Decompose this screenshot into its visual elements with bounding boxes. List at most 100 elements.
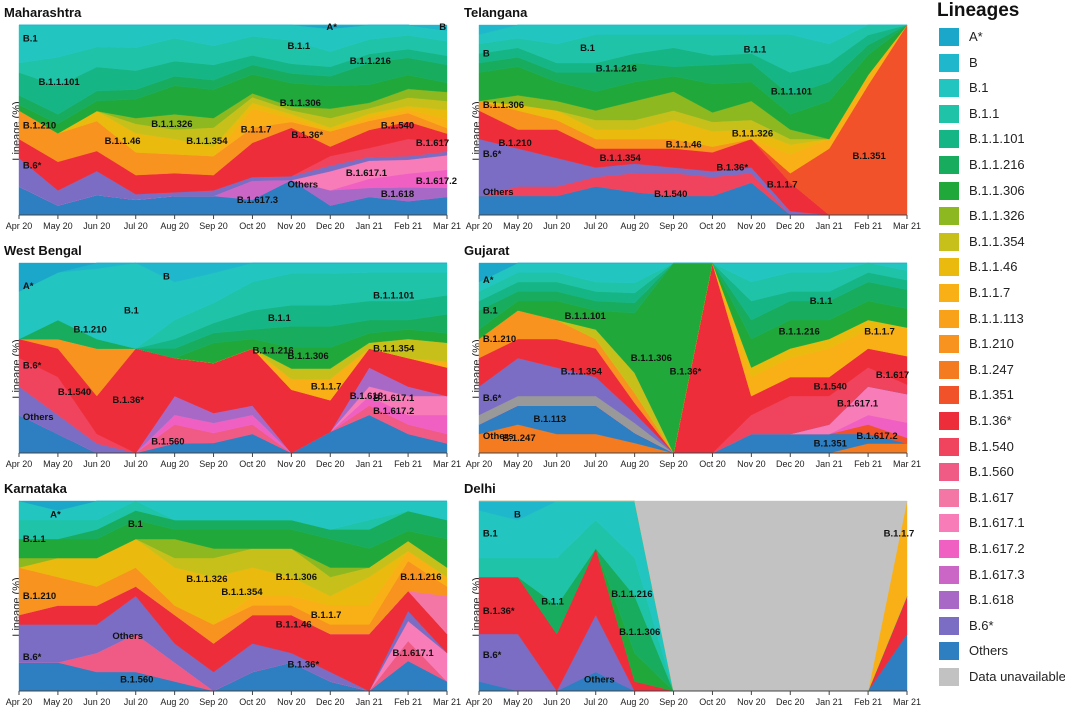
legend-label: B.1.617.3 (969, 566, 1025, 582)
area-label-b-1-540: B.1.540 (654, 189, 687, 200)
legend-label: B.1.618 (969, 592, 1014, 608)
legend-swatch (939, 258, 959, 277)
area-label-b-6-star: B.6* (483, 393, 502, 404)
x-tick-label: Jul 20 (584, 221, 608, 231)
area-label-b-6-star: B.6* (483, 650, 502, 661)
x-tick-label: Mar 21 (893, 221, 921, 231)
x-tick-label: Dec 20 (776, 697, 805, 707)
legend-label: B.1.617.1 (969, 515, 1025, 531)
x-tick-label: Jan 21 (816, 221, 843, 231)
legend-swatch (939, 386, 959, 405)
area-label-others: Others (483, 431, 514, 442)
area-label-b-1-617-2: B.1.617.2 (856, 431, 897, 442)
area-label-b-1-1-216: B.1.1.216 (596, 64, 637, 75)
area-label-b: B (163, 271, 170, 282)
area-label-others: Others (483, 187, 514, 198)
legend-item-data-unavailable: Data unavailable (939, 667, 1065, 687)
x-tick-label: Mar 21 (893, 697, 921, 707)
x-tick-label: Nov 20 (737, 459, 766, 469)
legend-swatch (939, 284, 959, 302)
area-label-b-6-star: B.6* (23, 361, 42, 372)
panel-title: Delhi (464, 481, 496, 496)
legend-item-b-1-1-101: B.1.1.101 (939, 129, 1065, 149)
area-label-b-1-1-354: B.1.1.354 (373, 344, 415, 355)
legend-item-b-1-560: B.1.560 (939, 462, 1065, 482)
panel-delhi: Delhi Lineage (%) Apr 20 May 20 Jun 20 Jul 20… (460, 481, 921, 716)
x-tick-label: Oct 20 (699, 221, 726, 231)
x-tick-label: Sep 20 (199, 697, 228, 707)
x-tick-label: May 20 (503, 697, 533, 707)
area-label-b-1-351: B.1.351 (853, 151, 887, 162)
legend-label: B.1.540 (969, 438, 1014, 454)
area-label-b-1: B.1 (483, 306, 499, 317)
area-label-b-1-1-7: B.1.1.7 (864, 326, 895, 337)
legend-title: Lineages (937, 0, 1020, 21)
legend-item-b-1-617-3: B.1.617.3 (939, 565, 1065, 585)
area-label-b-1-36-star: B.1.36* (287, 659, 319, 670)
area-label-b-1-617-2: B.1.617.2 (373, 406, 414, 417)
area-label-b-1-617-2: B.1.617.2 (416, 176, 457, 187)
legend-swatch (939, 309, 959, 328)
area-label-b-1-540: B.1.540 (814, 382, 847, 393)
x-tick-label: Aug 20 (620, 459, 649, 469)
x-tick-label: Nov 20 (737, 697, 766, 707)
area-label-b-1-1-216: B.1.1.216 (350, 56, 391, 67)
area-label-b: B (514, 509, 521, 520)
x-tick-label: Jul 20 (584, 459, 608, 469)
panel-west-bengal: West Bengal Lineage (%) Apr 20 May 20 Jun 20… (0, 243, 461, 478)
legend: Lineages A* B B.1 B.1.1 B.1.1.101 B.1.1.216 B.… (935, 0, 1065, 708)
legend-item-b: B (939, 53, 1065, 73)
area-label-b-1-617: B.1.617 (876, 370, 909, 381)
area-label-others: Others (287, 180, 318, 191)
area-label-b-1-1: B.1.1 (287, 41, 310, 52)
x-tick-label: Jun 20 (543, 697, 570, 707)
area-label-b-1-1-7: B.1.1.7 (311, 610, 342, 621)
legend-label: B.1.1.46 (969, 259, 1018, 275)
x-tick-label: Jan 21 (356, 221, 383, 231)
legend-item-b-1: B.1 (939, 78, 1065, 98)
legend-swatch (939, 232, 959, 251)
x-tick-label: Aug 20 (620, 221, 649, 231)
x-tick-label: Feb 21 (394, 221, 422, 231)
area-label-b-1-36-star: B.1.36* (112, 395, 144, 406)
x-tick-label: May 20 (503, 221, 533, 231)
legend-swatch (939, 488, 959, 507)
area-chart: Apr 20 May 20 Jun 20 Jul 20 Aug 20 Sep 20 Oct … (466, 500, 921, 707)
area-label-b-1-1-326: B.1.1.326 (732, 128, 773, 139)
x-tick-label: Feb 21 (854, 221, 882, 231)
legend-item-b-1-1-7: B.1.1.7 (939, 283, 1065, 303)
panel-maharashtra: Maharashtra Lineage (%) Apr 20 May 20 Jun 20… (0, 5, 461, 240)
legend-label: B.1.617.2 (969, 541, 1025, 556)
area-label-b-1-1: B.1.1 (810, 296, 833, 307)
legend-item-a-star: A* (939, 27, 1065, 47)
legend-item-b-6-star: B.6* (939, 616, 1065, 636)
area-label-a-star: A* (483, 275, 494, 286)
panel-telangana: Telangana Lineage (%) Apr 20 May 20 Jun 20 Ju… (460, 5, 921, 240)
legend-swatch (939, 514, 959, 533)
area-label-b-1-1-46: B.1.1.46 (276, 620, 312, 631)
area-label-b-1-1-306: B.1.1.306 (276, 572, 317, 583)
area-chart: Apr 20 May 20 Jun 20 Jul 20 Aug 20 Sep 20 Oct … (466, 24, 921, 231)
legend-label: A* (969, 29, 983, 44)
area-label-b-1-1-101: B.1.1.101 (771, 87, 813, 98)
area-data-unavailable (479, 500, 908, 692)
area-label-b-1-1-306: B.1.1.306 (631, 353, 672, 364)
area-label-b-1-1: B.1.1 (541, 597, 564, 608)
area-label-b-1-1-216: B.1.1.216 (779, 326, 820, 337)
area-label-b-1-210: B.1.210 (483, 334, 516, 345)
area-label-b-1-1-7: B.1.1.7 (884, 528, 915, 539)
x-tick-label: Jun 20 (543, 221, 570, 231)
x-tick-label: Sep 20 (659, 697, 688, 707)
legend-swatch (939, 207, 959, 226)
legend-swatch (939, 156, 959, 174)
legend-item-others: Others (939, 641, 1065, 661)
area-label-b-1-617-1: B.1.617.1 (837, 399, 879, 410)
area-label-b-1-210: B.1.210 (498, 138, 531, 149)
area-label-b-1-1-306: B.1.1.306 (483, 100, 524, 111)
x-tick-label: Mar 21 (433, 221, 461, 231)
x-tick-label: Feb 21 (394, 459, 422, 469)
legend-item-b-1-1-216: B.1.1.216 (939, 155, 1065, 175)
x-tick-label: Aug 20 (160, 221, 189, 231)
x-tick-label: Jan 21 (816, 459, 843, 469)
area-label-b-1-1-216: B.1.1.216 (400, 572, 441, 583)
